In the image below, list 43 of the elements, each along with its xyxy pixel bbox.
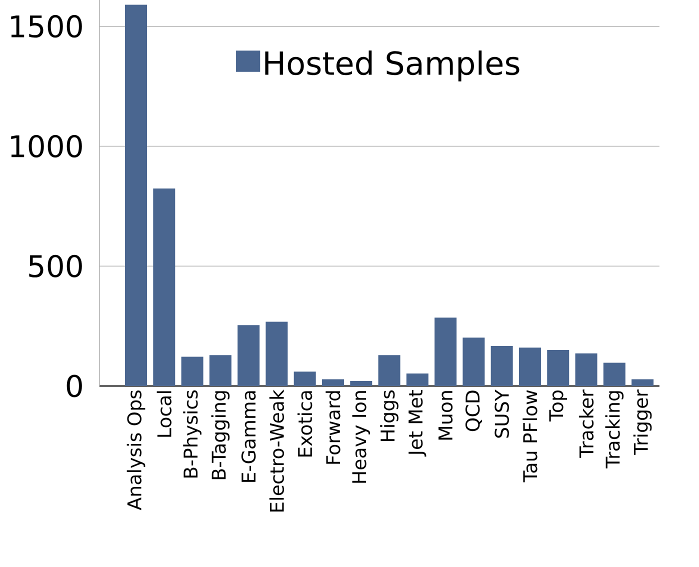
x-tick-label: E-Gamma — [241, 391, 256, 482]
bar — [490, 346, 513, 386]
bar — [181, 356, 204, 386]
x-tick-label: B-Physics — [183, 390, 202, 478]
x-tick-label: Forward — [326, 391, 340, 464]
bar — [209, 355, 232, 386]
y-tick-label: 500 — [29, 254, 82, 278]
y-tick-label: 1000 — [11, 134, 82, 158]
bar — [462, 338, 485, 386]
y-tick-label: 1500 — [11, 15, 82, 38]
bar — [266, 322, 288, 386]
bar — [238, 325, 260, 386]
bar — [153, 188, 176, 386]
bar — [518, 348, 541, 386]
x-tick-label: B-Tagging — [211, 391, 230, 480]
x-tick-label: QCD — [465, 390, 482, 432]
bar — [125, 4, 147, 386]
y-tick-label: 0 — [66, 374, 82, 398]
x-tick-label: Trigger — [633, 389, 652, 455]
x-tick-label: Top — [549, 390, 567, 422]
bar — [378, 355, 400, 386]
x-tick-label: Tau PFlow — [522, 390, 538, 482]
x-tick-label: SUSY — [494, 389, 509, 438]
bar — [350, 380, 372, 386]
bar — [547, 350, 570, 386]
x-tick-label: Heavy Ion — [352, 391, 370, 483]
x-tick-label: Tracker — [578, 390, 594, 458]
x-tick-label: Jet Met — [408, 390, 426, 457]
bar — [632, 379, 654, 386]
bar — [434, 318, 457, 386]
legend-label: Hosted Samples — [265, 50, 520, 82]
x-tick-label: Muon — [438, 391, 453, 440]
x-tick-label: Tracking — [605, 391, 624, 468]
x-tick-label: Local — [156, 391, 172, 437]
x-tick-label: Analysis Ops — [126, 390, 146, 510]
x-tick-label: Exotica — [298, 391, 312, 457]
x-tick-label: Higgs — [380, 390, 398, 442]
bar — [294, 372, 316, 386]
bar — [575, 353, 598, 386]
bar — [603, 362, 626, 386]
x-tick-label: Electro-Weak — [269, 390, 284, 512]
bar — [322, 379, 344, 386]
bar — [406, 374, 428, 386]
